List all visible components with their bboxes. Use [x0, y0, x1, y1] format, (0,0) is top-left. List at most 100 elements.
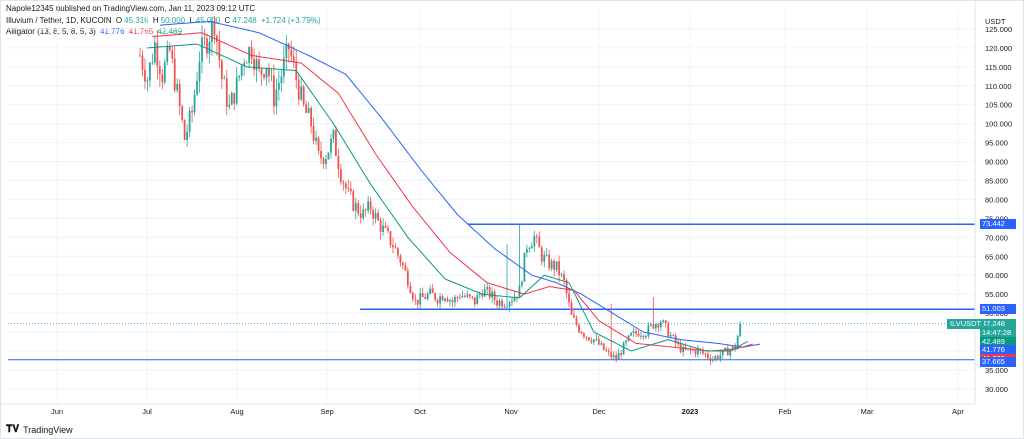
candle-body: [689, 348, 692, 351]
candle-body: [270, 75, 273, 77]
x-tick-label: Aug: [230, 407, 243, 416]
lips-price-label: 42.489: [980, 336, 1016, 347]
candle-body: [508, 302, 511, 307]
candle-body: [444, 298, 446, 301]
countdown-label: 14:47:28: [980, 327, 1016, 338]
candle-body: [459, 297, 461, 298]
candle-body: [543, 254, 546, 262]
candle-body: [312, 126, 315, 141]
candle-body: [441, 296, 444, 301]
indicator-jaw-value: 41.776: [100, 27, 125, 36]
symbol-title[interactable]: Illuvium / Tether, 1D, KUCOIN: [6, 16, 112, 25]
alligator-jaw-line: [159, 20, 761, 348]
candle-body: [206, 38, 208, 54]
candle-body: [620, 352, 623, 355]
time-axis[interactable]: Jun Jul Aug Sep Oct Nov Dec 2023 Feb Mar Apr: [0, 403, 975, 416]
candle-body: [592, 339, 595, 343]
candle-body: [533, 236, 536, 247]
candle-body: [290, 49, 293, 57]
candle-body: [223, 78, 226, 80]
candle-body: [573, 314, 575, 318]
candle-body: [731, 346, 734, 350]
candle-body: [280, 76, 283, 84]
candle-body: [545, 254, 548, 256]
candle-body: [530, 246, 533, 249]
candle-body: [215, 35, 218, 42]
candle-body: [233, 92, 236, 104]
candle-body: [297, 79, 300, 100]
candle-body: [339, 169, 342, 183]
indicator-title[interactable]: Alligator (13, 8, 5, 8, 5, 3): [6, 27, 96, 36]
y-tick-label: 60.000: [985, 271, 1008, 280]
change-value: +1.724 (+3.79%): [260, 16, 321, 25]
candle-body: [605, 349, 608, 351]
candles: [139, 15, 742, 365]
close-value: 47.248: [232, 16, 257, 25]
candle-body: [196, 81, 198, 95]
candle-body: [454, 297, 456, 303]
candle-body: [513, 296, 516, 302]
candle-body: [704, 353, 707, 355]
candle-body: [578, 324, 580, 332]
candle-body: [471, 296, 474, 298]
candle-body: [139, 55, 141, 57]
candle-body: [473, 297, 476, 305]
candle-body: [692, 350, 694, 352]
horizontal-levels[interactable]: [8, 223, 975, 361]
candle-body: [414, 299, 417, 301]
candle-body: [548, 254, 551, 269]
candle-body: [416, 299, 419, 305]
candle-body: [429, 288, 432, 294]
candle-body: [317, 137, 320, 151]
candle-body: [238, 75, 241, 78]
candle-body: [535, 236, 538, 238]
candle-body: [374, 212, 377, 219]
candle-body: [198, 61, 201, 82]
candle-body: [659, 322, 662, 328]
indicator-line: Alligator (13, 8, 5, 8, 5, 3) 41.776 41.…: [6, 27, 184, 36]
candle-body: [359, 213, 362, 218]
candle-body: [558, 261, 561, 276]
y-tick-label: 115.000: [985, 63, 1012, 72]
candle-body: [300, 86, 303, 100]
candle-body: [486, 287, 489, 290]
candle-body: [302, 86, 305, 105]
candle-body: [575, 317, 578, 325]
x-tick-label: Jun: [51, 407, 63, 416]
candle-body: [372, 209, 375, 219]
candle-body: [171, 50, 174, 59]
candle-body: [208, 42, 211, 54]
candle-body: [553, 260, 556, 270]
x-tick-label: Mar: [861, 407, 874, 416]
candle-body: [409, 285, 412, 293]
candle-body: [726, 347, 729, 356]
candle-body: [364, 209, 367, 211]
price-axis[interactable]: 125.000 120.000 115.000 110.000 105.000 100.0…: [974, 0, 1012, 404]
candle-body: [354, 203, 357, 211]
candle-body: [357, 203, 360, 214]
candle-body: [503, 306, 506, 308]
candle-body: [461, 295, 464, 298]
candle-body: [622, 342, 625, 355]
footer-brand: TradingView: [23, 424, 73, 435]
candle-body: [642, 335, 645, 338]
candle-body: [583, 333, 585, 337]
candle-body: [612, 355, 615, 358]
candle-body: [635, 331, 637, 334]
candle-body: [511, 301, 513, 303]
candle-body: [158, 66, 161, 75]
x-tick-label: Sep: [320, 407, 333, 416]
y-tick-label: 35.000: [985, 366, 1008, 375]
candle-body: [146, 80, 149, 82]
candle-body: [258, 59, 260, 69]
candle-body: [421, 293, 424, 298]
candle-body: [332, 130, 335, 139]
y-tick-label: 95.000: [985, 139, 1008, 148]
candle-body: [362, 209, 365, 218]
candle-body: [213, 20, 216, 36]
candle-body: [672, 335, 675, 336]
candle-body: [711, 359, 714, 361]
candle-body: [225, 78, 228, 107]
candle-body: [201, 37, 203, 62]
